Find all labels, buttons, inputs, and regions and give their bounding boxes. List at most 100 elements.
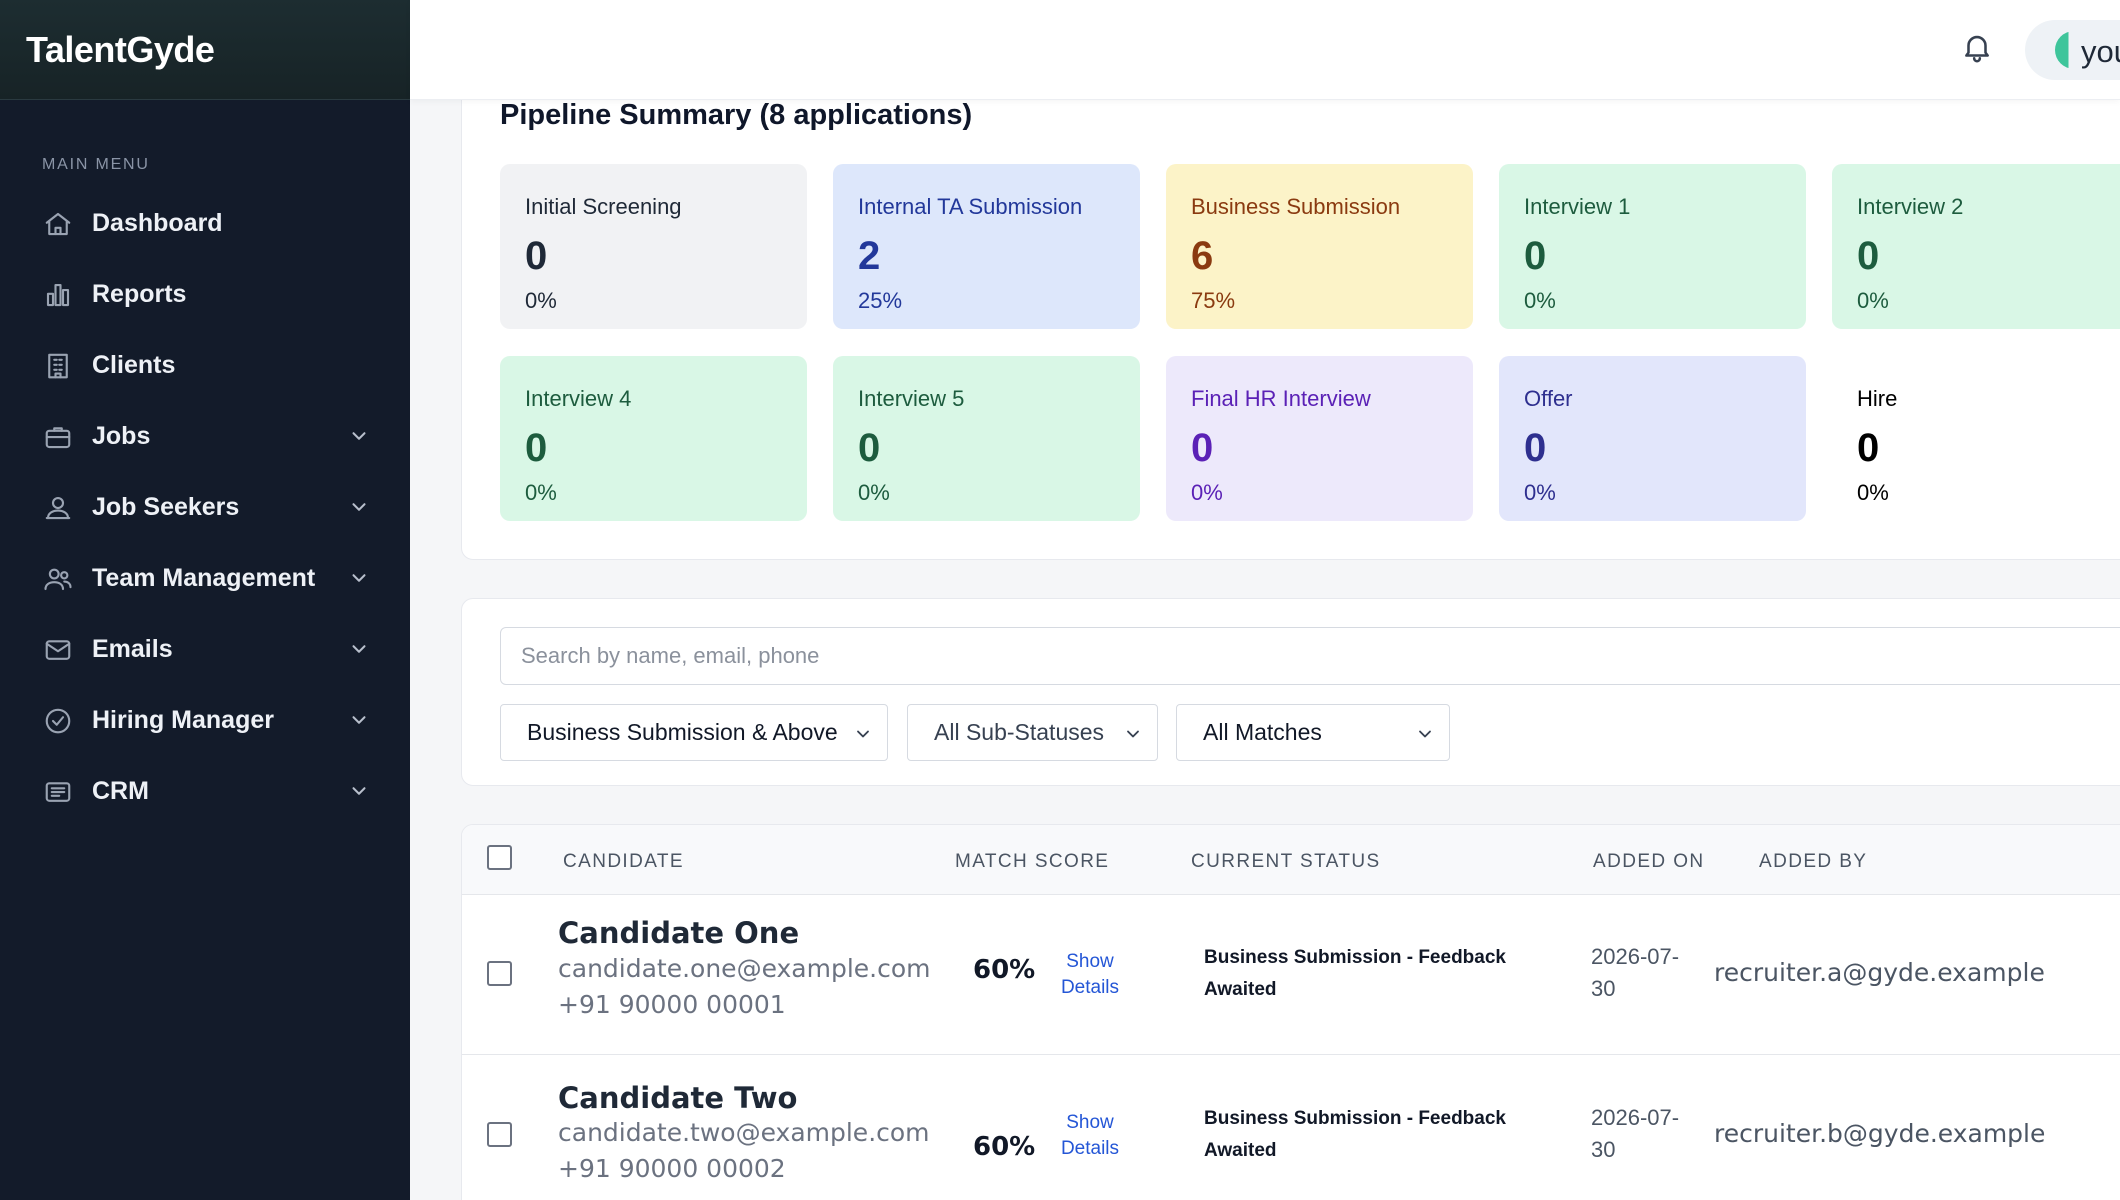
added-on-date: 2026-07-30 <box>1591 1105 1680 1162</box>
user-name: you <box>2081 34 2120 69</box>
match-score: 60% <box>973 1132 1036 1162</box>
stage-name: Offer <box>1524 386 1573 411</box>
stage-count: 0 <box>1524 426 1547 470</box>
chevron-down-icon[interactable] <box>348 638 370 660</box>
candidate-name[interactable]: Candidate One <box>558 916 800 950</box>
stage-name: Interview 2 <box>1857 194 1964 219</box>
candidate-phone: +91 90000 00002 <box>558 1154 786 1183</box>
stage-count: 2 <box>858 234 881 278</box>
sidebar-item-label: CRM <box>92 777 149 805</box>
pipeline-stage-card[interactable]: Interview 2 0 0% <box>1832 164 2120 329</box>
column-header-current-status[interactable]: CURRENT STATUS <box>1191 851 1381 872</box>
pipeline-stage-card[interactable]: Hire 0 0% <box>1832 356 2120 521</box>
stage-pct: 0% <box>1191 480 1223 505</box>
user-menu[interactable]: you <box>2025 20 2120 80</box>
pipeline-stage-card[interactable]: Offer 0 0% <box>1499 356 1806 521</box>
stage-pct: 0% <box>525 480 557 505</box>
stage-pct: 75% <box>1191 288 1236 313</box>
table-row[interactable]: Candidate One candidate.one@example.com … <box>462 895 2120 1055</box>
column-header-candidate[interactable]: CANDIDATE <box>563 851 684 872</box>
sidebar-item-label: Job Seekers <box>92 493 240 521</box>
pipeline-stage-card[interactable]: Internal TA Submission 2 25% <box>833 164 1140 329</box>
candidate-name[interactable]: Candidate Two <box>558 1081 798 1115</box>
stage-count: 0 <box>525 426 548 470</box>
status-filter-select[interactable]: Business Submission & Above <box>500 704 888 761</box>
chevron-down-icon[interactable] <box>348 567 370 589</box>
chevron-down-icon <box>1415 723 1435 743</box>
show-details-link[interactable]: Show Details <box>1060 951 1120 998</box>
added-on-date: 2026-07-30 <box>1591 944 1680 1001</box>
user-search-icon <box>42 492 74 524</box>
current-status: Business Submission - Feedback Awaited <box>1204 1108 1506 1161</box>
stage-count: 0 <box>858 426 881 470</box>
substatus-filter-select[interactable]: All Sub-Statuses <box>907 704 1158 761</box>
stage-count: 0 <box>1524 234 1547 278</box>
stage-name: Interview 1 <box>1524 194 1631 219</box>
bell-icon[interactable] <box>1960 30 2000 70</box>
sidebar-item-emails[interactable]: Emails <box>0 614 410 685</box>
top-header: you <box>410 0 2120 100</box>
sidebar: TalentGyde MAIN MENU Dashboard Reports C… <box>0 0 410 1200</box>
sidebar-item-hiring-manager[interactable]: Hiring Manager <box>0 685 410 756</box>
stage-count: 0 <box>1191 426 1214 470</box>
sidebar-item-label: Emails <box>92 635 173 663</box>
added-by-email: recruiter.b@gyde.example <box>1714 1119 2046 1148</box>
stage-name: Final HR Interview <box>1191 386 1371 411</box>
candidate-phone: +91 90000 00001 <box>558 990 786 1019</box>
stage-pct: 0% <box>1524 480 1556 505</box>
sidebar-item-label: Dashboard <box>92 209 223 237</box>
mail-icon <box>42 634 74 666</box>
pipeline-title: Pipeline Summary (8 applications) <box>500 99 973 131</box>
pipeline-stage-card[interactable]: Interview 4 0 0% <box>500 356 807 521</box>
row-checkbox[interactable] <box>487 1122 512 1147</box>
column-header-match-score[interactable]: MATCH SCORE <box>955 851 1110 872</box>
pipeline-stage-card[interactable]: Interview 5 0 0% <box>833 356 1140 521</box>
table-row[interactable]: Candidate Two candidate.two@example.com … <box>462 1056 2120 1200</box>
home-icon <box>42 208 74 240</box>
building-icon <box>42 350 74 382</box>
pipeline-stage-card[interactable]: Interview 1 0 0% <box>1499 164 1806 329</box>
chevron-down-icon <box>1123 723 1143 743</box>
candidate-email: candidate.two@example.com <box>558 1118 930 1147</box>
sidebar-item-label: Jobs <box>92 422 151 450</box>
bar-chart-icon <box>42 279 74 311</box>
brand-logo[interactable]: TalentGyde <box>26 28 215 70</box>
briefcase-icon <box>42 421 74 453</box>
candidate-email: candidate.one@example.com <box>558 954 931 983</box>
search-input[interactable] <box>500 627 2120 685</box>
sidebar-item-clients[interactable]: Clients <box>0 330 410 401</box>
sidebar-item-jobs[interactable]: Jobs <box>0 401 410 472</box>
stage-name: Initial Screening <box>525 194 682 219</box>
stage-pct: 0% <box>1857 288 1889 313</box>
select-all-checkbox[interactable] <box>487 845 512 870</box>
users-icon <box>42 563 74 595</box>
stage-name: Internal TA Submission <box>858 194 1083 219</box>
sidebar-item-team-management[interactable]: Team Management <box>0 543 410 614</box>
stage-count: 0 <box>1857 426 1880 470</box>
column-header-added-by[interactable]: ADDED BY <box>1759 851 1868 872</box>
chevron-down-icon[interactable] <box>348 780 370 802</box>
chevron-down-icon[interactable] <box>348 709 370 731</box>
row-checkbox[interactable] <box>487 961 512 986</box>
pipeline-stage-card[interactable]: Business Submission 6 75% <box>1166 164 1473 329</box>
sidebar-item-dashboard[interactable]: Dashboard <box>0 188 410 259</box>
chevron-down-icon[interactable] <box>348 496 370 518</box>
pipeline-stage-card[interactable]: Initial Screening 0 0% <box>500 164 807 329</box>
sidebar-item-job-seekers[interactable]: Job Seekers <box>0 472 410 543</box>
sidebar-item-reports[interactable]: Reports <box>0 259 410 330</box>
show-details-link[interactable]: Show Details <box>1060 1112 1120 1159</box>
applications-table: CANDIDATE MATCH SCORE CURRENT STATUS ADD… <box>461 824 2120 1200</box>
stage-count: 0 <box>525 234 548 278</box>
stage-pct: 0% <box>1857 480 1889 505</box>
pipeline-stage-card[interactable]: Final HR Interview 0 0% <box>1166 356 1473 521</box>
column-header-added-on[interactable]: ADDED ON <box>1593 851 1705 872</box>
chevron-down-icon[interactable] <box>348 425 370 447</box>
sidebar-item-crm[interactable]: CRM <box>0 756 410 827</box>
stage-name: Interview 5 <box>858 386 965 411</box>
match-filter-select[interactable]: All Matches <box>1176 704 1450 761</box>
check-circle-icon <box>42 705 74 737</box>
stage-pct: 0% <box>525 288 557 313</box>
filters-card: Business Submission & Above All Sub-Stat… <box>461 598 2120 786</box>
chevron-down-icon <box>853 723 873 743</box>
stage-name: Interview 4 <box>525 386 632 411</box>
